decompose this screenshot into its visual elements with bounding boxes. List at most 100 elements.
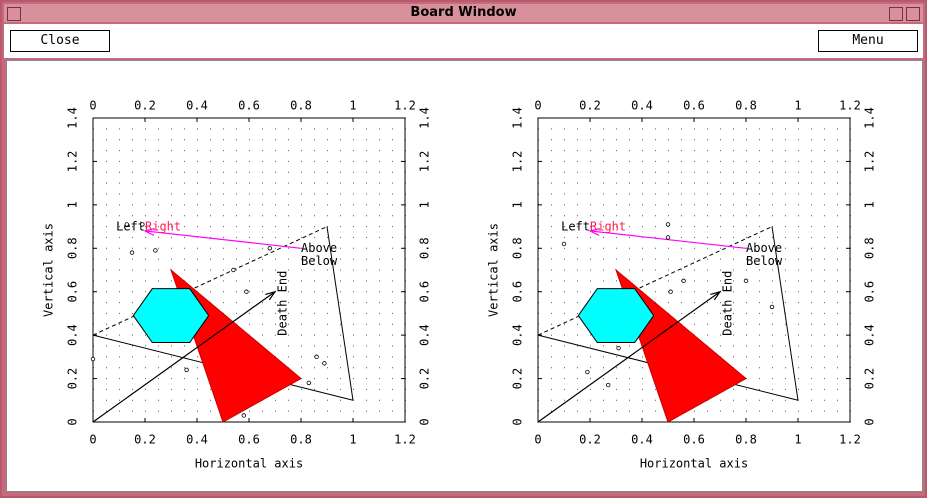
x-tick-label-top: 0.8 [290,99,312,113]
y-tick-label: 0.2 [511,368,525,390]
y-tick-label-right: 1.4 [418,107,432,129]
window-menu-button[interactable] [7,7,21,21]
x-tick-label: 0.2 [579,433,601,447]
x-tick-label-top: 0.2 [134,99,156,113]
arrow [92,290,277,423]
menu-button[interactable]: Menu [818,30,918,52]
y-tick-label: 0 [511,418,525,425]
x-tick-label-top: 0.4 [631,99,653,113]
y-tick-label: 1.2 [511,151,525,173]
x-tick-label-top: 0.6 [238,99,260,113]
x-tick-label: 0 [534,433,541,447]
minimize-button[interactable] [889,7,903,21]
arrow-label: Death End [721,271,735,336]
x-tick-label: 1 [794,433,801,447]
point [665,235,671,240]
label-left: Left [116,219,145,233]
x-tick-label: 0.8 [290,433,312,447]
y-tick-label-right: 0.6 [418,281,432,303]
board: 0 0 0.2 0.2 0.4 0.4 0.6 0.6 0.8 0.8 1 1 1.2 1.2 0 0 0.2 0… [42,99,432,471]
x-tick-label-top: 0 [89,99,96,113]
y-axis-label: Vertical axis [42,223,56,317]
window-title: Board Window [410,5,517,20]
point [306,380,311,386]
arrow-label: Death End [276,271,290,336]
point [743,278,749,284]
triangle-edge [771,226,799,401]
maximize-button[interactable] [906,7,920,21]
triangle-edge [537,226,773,336]
x-tick-label-top: 0.6 [683,99,705,113]
y-tick-label-right: 1.2 [863,151,877,173]
arrow [537,290,722,423]
point [244,289,249,294]
y-tick-label: 0.6 [66,281,80,303]
y-tick-label-right: 0.8 [863,237,877,259]
point [267,246,272,251]
y-tick-label-right: 1 [863,201,877,208]
point [314,354,319,360]
point [681,278,686,284]
point [231,267,236,273]
point [665,222,671,227]
x-tick-label-top: 1 [794,99,801,113]
point [668,289,673,294]
board: 0 0 0.2 0.2 0.4 0.4 0.6 0.6 0.8 0.8 1 1 1.2 1.2 0 0 0.2 0… [487,99,877,471]
label-below: Below [746,254,783,268]
point [241,413,246,418]
point [769,304,775,310]
x-tick-label-top: 0 [534,99,541,113]
toolbar: Close Menu [4,24,923,58]
label-above: Above [746,241,782,255]
x-tick-label-top: 1.2 [839,99,861,113]
point [129,250,135,255]
y-tick-label-right: 0.8 [418,237,432,259]
triangle-edge [92,226,328,336]
label-above: Above [301,241,337,255]
magenta-arrow [143,227,302,249]
x-tick-label: 0 [89,433,96,447]
y-tick-label: 1 [511,201,525,208]
point [585,369,590,375]
x-tick-label: 0.2 [134,433,156,447]
y-tick-label: 0.4 [511,324,525,346]
hexagon [577,288,655,344]
y-axis-label: Vertical axis [487,223,501,317]
x-tick-label: 0.4 [631,433,653,447]
y-tick-label: 0.6 [511,281,525,303]
y-tick-label-right: 0.4 [863,324,877,346]
label-right: Right [590,219,626,233]
label-below: Below [301,254,338,268]
x-tick-label-top: 0.2 [579,99,601,113]
y-tick-label-right: 0 [418,418,432,425]
triangle-edge [326,226,354,401]
x-tick-label: 1 [349,433,356,447]
title-bar: Board Window [4,4,923,22]
x-axis-label: Horizontal axis [640,457,748,471]
x-tick-label-top: 0.8 [735,99,757,113]
hexagon [132,288,210,344]
y-tick-label-right: 1 [418,201,432,208]
x-tick-label: 1.2 [394,433,416,447]
x-tick-label: 0.6 [683,433,705,447]
y-tick-label: 0.2 [66,368,80,390]
y-tick-label-right: 0.4 [418,324,432,346]
y-tick-label: 1.2 [66,151,80,173]
y-tick-label: 1.4 [511,107,525,129]
point [561,241,567,247]
x-tick-label-top: 0.4 [186,99,208,113]
point [606,382,611,388]
point [322,361,327,366]
board-area [6,60,923,492]
point [153,248,158,253]
y-tick-label: 0.8 [511,237,525,259]
x-tick-label: 0.6 [238,433,260,447]
y-tick-label-right: 0.2 [863,368,877,390]
close-button[interactable]: Close [10,30,110,52]
y-tick-label-right: 0 [863,418,877,425]
x-tick-label: 0.8 [735,433,757,447]
x-axis-label: Horizontal axis [195,457,303,471]
y-tick-label-right: 0.6 [863,281,877,303]
